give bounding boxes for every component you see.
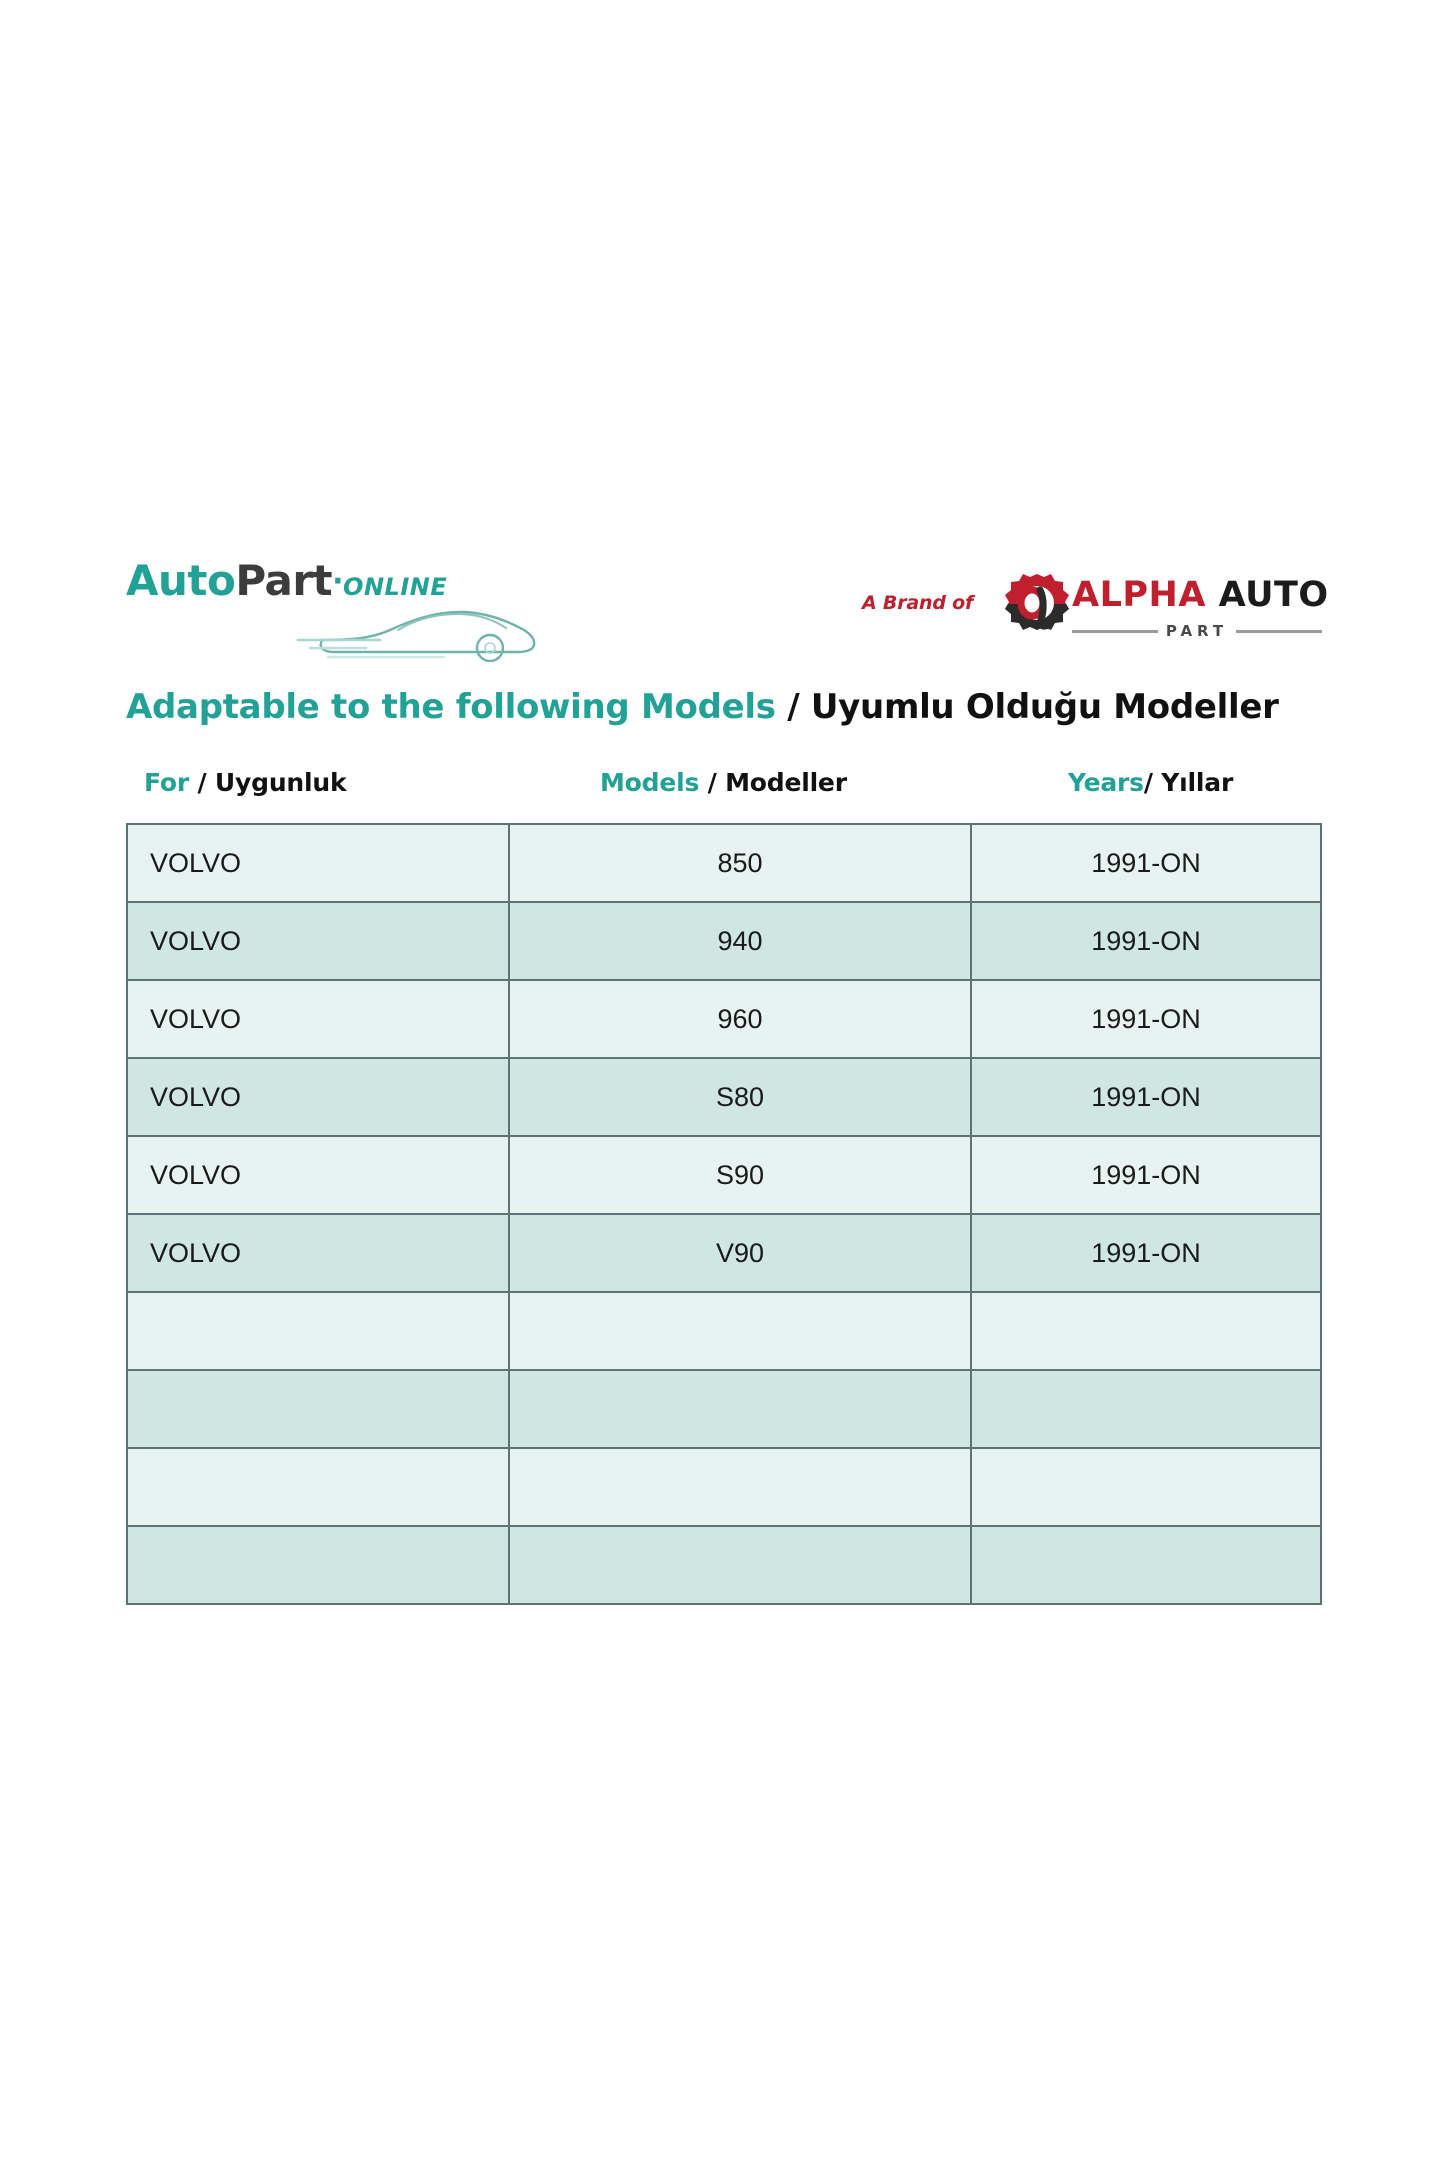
alpha-text: ALPHA <box>1072 575 1206 615</box>
autopart-wordmark: AutoPart·ONLINE <box>126 560 447 602</box>
car-silhouette-icon <box>296 610 536 662</box>
page-title-english: Adaptable to the following Models <box>126 687 776 727</box>
logo-text-part: Part <box>235 556 333 605</box>
cell-for <box>126 1525 510 1605</box>
table-row <box>126 1447 1322 1527</box>
cell-year: 1991-ON <box>970 1135 1322 1215</box>
cell-for <box>126 1369 510 1449</box>
cell-model: S80 <box>508 1057 972 1137</box>
cell-for: VOLVO <box>126 823 510 903</box>
cell-year: 1991-ON <box>970 901 1322 981</box>
autopart-online-logo: AutoPart·ONLINE <box>126 552 546 664</box>
logo-text-auto: Auto <box>126 556 236 605</box>
cell-for <box>126 1291 510 1371</box>
cell-for: VOLVO <box>126 901 510 981</box>
table-row: VOLVO S90 1991-ON <box>126 1135 1322 1215</box>
alpha-auto-wordmark: ALPHA AUTO <box>1072 578 1329 613</box>
table-row <box>126 1291 1322 1371</box>
column-header-models-english: Models <box>600 768 700 797</box>
column-header-years: Years/ Yıllar <box>1068 770 1233 795</box>
cell-model <box>508 1525 972 1605</box>
table-row: VOLVO 850 1991-ON <box>126 823 1322 903</box>
page-title-turkish: / Uyumlu Olduğu Modeller <box>787 687 1279 727</box>
cell-year: 1991-ON <box>970 1057 1322 1137</box>
cell-for: VOLVO <box>126 1213 510 1293</box>
cell-for <box>126 1447 510 1527</box>
auto-text-value: AUTO <box>1218 575 1329 615</box>
column-header-years-english: Years <box>1068 768 1144 797</box>
auto-text <box>1206 575 1219 615</box>
alpha-part-row: PART <box>1072 620 1322 642</box>
brand-of-label: A Brand of <box>862 592 974 614</box>
part-rule-left <box>1072 629 1158 633</box>
cell-year <box>970 1291 1322 1371</box>
column-header-for-turkish: / Uygunluk <box>188 768 347 797</box>
cell-for: VOLVO <box>126 979 510 1059</box>
cell-model: 850 <box>508 823 972 903</box>
cell-model <box>508 1291 972 1371</box>
cell-year: 1991-ON <box>970 823 1322 903</box>
cell-model: 940 <box>508 901 972 981</box>
part-rule-right <box>1236 629 1322 633</box>
table-row: VOLVO 960 1991-ON <box>126 979 1322 1059</box>
alpha-gear-icon <box>1005 574 1069 630</box>
column-header-years-turkish: / Yıllar <box>1143 768 1234 797</box>
cell-model: 960 <box>508 979 972 1059</box>
cell-year: 1991-ON <box>970 1213 1322 1293</box>
cell-model: V90 <box>508 1213 972 1293</box>
fitment-table: VOLVO 850 1991-ON VOLVO 940 1991-ON VOLV… <box>126 823 1322 1605</box>
cell-year <box>970 1369 1322 1449</box>
page-title: Adaptable to the following Models / Uyum… <box>126 687 1326 727</box>
table-row: VOLVO 940 1991-ON <box>126 901 1322 981</box>
table-row <box>126 1369 1322 1449</box>
part-text: PART <box>1165 622 1229 640</box>
cell-model <box>508 1447 972 1527</box>
table-row: VOLVO S80 1991-ON <box>126 1057 1322 1137</box>
table-column-headers: For / Uygunluk Models / Modeller Years/ … <box>126 770 1320 818</box>
cell-year <box>970 1525 1322 1605</box>
column-header-for: For / Uygunluk <box>144 768 347 797</box>
column-header-for-english: For <box>144 768 189 797</box>
logo-text-online: ONLINE <box>343 573 448 601</box>
cell-model: S90 <box>508 1135 972 1215</box>
cell-year <box>970 1447 1322 1527</box>
column-header-models-turkish: / Modeller <box>699 768 847 797</box>
cell-for: VOLVO <box>126 1135 510 1215</box>
cell-for: VOLVO <box>126 1057 510 1137</box>
fitment-table-body: VOLVO 850 1991-ON VOLVO 940 1991-ON VOLV… <box>126 823 1322 1605</box>
header-logo-band: AutoPart·ONLINE A Brand of <box>0 552 1440 667</box>
logo-separator-dot: · <box>332 564 344 599</box>
cell-year: 1991-ON <box>970 979 1322 1059</box>
alpha-auto-part-logo: A Brand of ALPHA AUTO <box>862 562 1332 660</box>
cell-model <box>508 1369 972 1449</box>
column-header-models: Models / Modeller <box>600 770 847 795</box>
table-row <box>126 1525 1322 1605</box>
table-row: VOLVO V90 1991-ON <box>126 1213 1322 1293</box>
